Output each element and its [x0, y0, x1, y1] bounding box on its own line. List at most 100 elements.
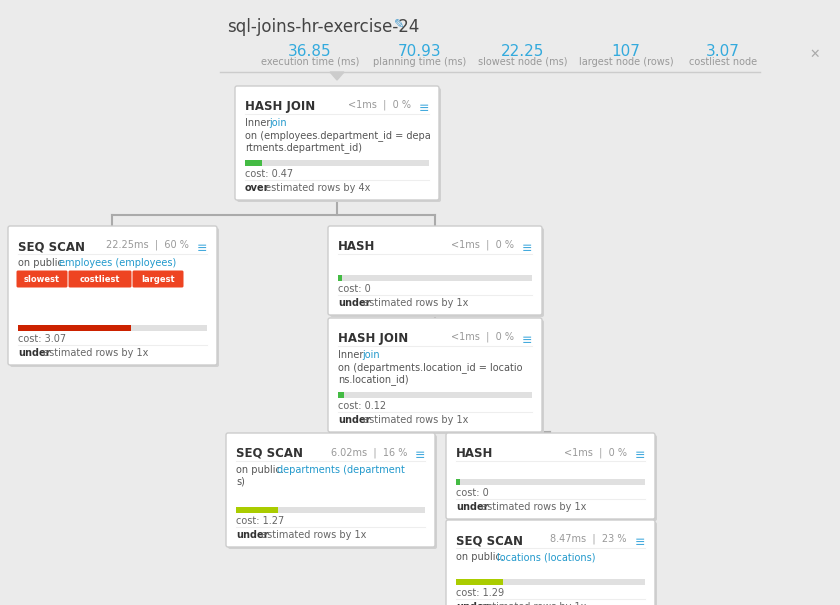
Text: under: under	[18, 348, 50, 358]
FancyBboxPatch shape	[330, 228, 544, 317]
Text: cost: 1.27: cost: 1.27	[236, 516, 284, 526]
Bar	[236, 507, 425, 513]
Text: on (departments.location_id = locatio: on (departments.location_id = locatio	[338, 362, 522, 373]
Text: under: under	[456, 502, 489, 512]
Text: 3.07: 3.07	[706, 44, 740, 59]
Text: under: under	[456, 602, 489, 605]
Text: <1ms  |  0 %: <1ms | 0 %	[348, 100, 411, 111]
Text: SEQ SCAN: SEQ SCAN	[236, 447, 303, 460]
Text: HASH: HASH	[338, 240, 375, 253]
Text: estimated rows by 1x: estimated rows by 1x	[360, 415, 468, 425]
Text: cost: 1.29: cost: 1.29	[456, 588, 504, 598]
FancyBboxPatch shape	[10, 228, 219, 367]
Text: under: under	[236, 530, 269, 540]
Text: ≡: ≡	[522, 334, 532, 347]
FancyBboxPatch shape	[448, 435, 657, 521]
Text: ≡: ≡	[634, 449, 645, 462]
Text: cost: 0: cost: 0	[338, 284, 370, 294]
Text: ≡: ≡	[522, 242, 532, 255]
Text: slowest node (ms): slowest node (ms)	[478, 57, 568, 67]
Text: 8.47ms  |  23 %: 8.47ms | 23 %	[550, 534, 627, 544]
Text: planning time (ms): planning time (ms)	[373, 57, 467, 67]
Text: Inner: Inner	[338, 350, 366, 360]
Bar	[338, 275, 342, 281]
Text: ✕: ✕	[810, 48, 820, 61]
Bar	[245, 160, 261, 166]
Text: HASH JOIN: HASH JOIN	[338, 332, 408, 345]
Text: estimated rows by 1x: estimated rows by 1x	[39, 348, 148, 358]
Bar	[456, 579, 645, 585]
FancyBboxPatch shape	[237, 88, 441, 202]
Text: 22.25: 22.25	[501, 44, 544, 59]
Text: on public.: on public.	[18, 258, 66, 268]
FancyBboxPatch shape	[330, 320, 544, 434]
Text: Inner: Inner	[245, 118, 274, 128]
Text: estimated rows by 4x: estimated rows by 4x	[262, 183, 370, 193]
Text: SEQ SCAN: SEQ SCAN	[18, 240, 85, 253]
FancyBboxPatch shape	[69, 270, 132, 287]
Bar	[18, 325, 207, 331]
Text: cost: 3.07: cost: 3.07	[18, 334, 66, 344]
FancyBboxPatch shape	[448, 522, 657, 605]
Text: HASH: HASH	[456, 447, 493, 460]
Text: largest: largest	[141, 275, 175, 284]
Text: cost: 0.12: cost: 0.12	[338, 401, 386, 411]
FancyBboxPatch shape	[8, 226, 217, 365]
Text: ≡: ≡	[418, 102, 429, 115]
Text: HASH JOIN: HASH JOIN	[245, 100, 315, 113]
FancyBboxPatch shape	[17, 270, 67, 287]
Text: sql-joins-hr-exercise-24: sql-joins-hr-exercise-24	[227, 18, 420, 36]
Text: employees (employees): employees (employees)	[59, 258, 176, 268]
Text: under: under	[338, 298, 370, 308]
Text: under: under	[338, 415, 370, 425]
Text: largest node (rows): largest node (rows)	[579, 57, 674, 67]
Text: cost: 0: cost: 0	[456, 488, 489, 498]
Text: estimated rows by 1x: estimated rows by 1x	[258, 530, 366, 540]
Text: on public.: on public.	[456, 552, 504, 562]
Text: on (employees.department_id = depa: on (employees.department_id = depa	[245, 130, 431, 141]
Bar	[456, 479, 460, 485]
Text: locations (locations): locations (locations)	[497, 552, 596, 562]
Text: join: join	[363, 350, 381, 360]
Text: 36.85: 36.85	[288, 44, 332, 59]
Text: ≡: ≡	[634, 536, 645, 549]
Bar	[338, 392, 344, 398]
FancyBboxPatch shape	[235, 86, 439, 200]
Text: 107: 107	[612, 44, 640, 59]
FancyBboxPatch shape	[133, 270, 183, 287]
FancyBboxPatch shape	[328, 226, 542, 315]
Text: execution time (ms): execution time (ms)	[260, 57, 360, 67]
Text: cost: 0.47: cost: 0.47	[245, 169, 293, 179]
Bar	[338, 275, 532, 281]
Text: on public.: on public.	[236, 465, 284, 475]
FancyBboxPatch shape	[446, 520, 655, 605]
Text: ≡: ≡	[414, 449, 425, 462]
Text: <1ms  |  0 %: <1ms | 0 %	[451, 240, 514, 250]
Bar	[456, 479, 645, 485]
FancyBboxPatch shape	[226, 433, 435, 547]
FancyBboxPatch shape	[328, 318, 542, 432]
Text: costliest: costliest	[80, 275, 120, 284]
Text: 22.25ms  |  60 %: 22.25ms | 60 %	[106, 240, 189, 250]
Text: ≡: ≡	[197, 242, 207, 255]
Text: estimated rows by 1x: estimated rows by 1x	[477, 602, 585, 605]
Text: <1ms  |  0 %: <1ms | 0 %	[564, 447, 627, 457]
Text: s): s)	[236, 477, 245, 487]
Text: slowest: slowest	[24, 275, 60, 284]
Bar	[236, 507, 277, 513]
Bar	[245, 160, 429, 166]
Text: departments (department: departments (department	[277, 465, 405, 475]
Text: estimated rows by 1x: estimated rows by 1x	[477, 502, 585, 512]
Polygon shape	[330, 72, 344, 80]
Text: 6.02ms  |  16 %: 6.02ms | 16 %	[331, 447, 407, 457]
FancyBboxPatch shape	[228, 435, 437, 549]
FancyBboxPatch shape	[446, 433, 655, 519]
Text: join: join	[270, 118, 287, 128]
Text: costliest node: costliest node	[689, 57, 757, 67]
Text: rtments.department_id): rtments.department_id)	[245, 142, 362, 153]
Text: estimated rows by 1x: estimated rows by 1x	[360, 298, 468, 308]
Text: ns.location_id): ns.location_id)	[338, 374, 408, 385]
Bar	[18, 325, 131, 331]
Text: 70.93: 70.93	[398, 44, 442, 59]
Text: SEQ SCAN: SEQ SCAN	[456, 534, 523, 547]
